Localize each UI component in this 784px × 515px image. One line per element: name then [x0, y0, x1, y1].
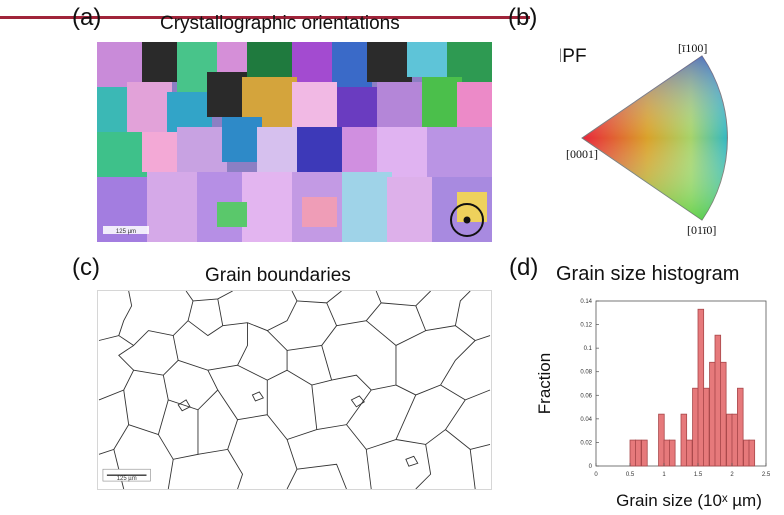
panel-a-title: Crystallographic orientations	[160, 13, 400, 34]
histogram-bar	[743, 439, 750, 467]
histogram-bars	[629, 308, 756, 467]
ipf-left-label: [0001]	[566, 147, 598, 161]
histogram-bar	[658, 413, 665, 467]
grain-patches	[97, 42, 492, 242]
viewing-direction-symbol	[450, 203, 484, 237]
x-axis-label: Grain size (10ˣ µm)	[616, 491, 762, 510]
panel-label-d: (d)	[509, 254, 539, 281]
grain-size-histogram: 0 0.5 1 1.5 2 2.5 0 0.02 0.04 0.06 0.08 0.1 0.12 0.14…	[535, 299, 771, 510]
histogram-bar	[726, 413, 733, 467]
x-tick-label: 2.5	[762, 472, 771, 478]
histogram-bar	[697, 308, 705, 467]
histogram-ticks: 0 0.5 1 1.5 2 2.5 0 0.02 0.04 0.06 0.08 0.1 0.12 0.14	[580, 299, 771, 478]
y-axis-label: Fraction	[535, 353, 554, 414]
x-tick-label: 2	[730, 472, 734, 478]
ipf-triangle-key: IPF [ī100] [0001] [01ī0]	[560, 41, 728, 237]
header-accent-line	[0, 16, 530, 19]
histogram-bar	[709, 361, 716, 467]
panel-label-b: (b)	[508, 4, 538, 31]
histogram-bar	[635, 439, 642, 467]
y-tick-label: 0.1	[584, 346, 593, 352]
scale-bar: 125 µm	[103, 226, 149, 235]
histogram-bar	[692, 387, 699, 467]
orientation-map-image: 125 µm	[97, 42, 492, 242]
y-tick-label: 0.04	[580, 417, 592, 423]
panel-d-title: Grain size histogram	[556, 263, 740, 285]
ipf-triangle-shading	[582, 56, 728, 220]
histogram-bar	[641, 439, 648, 467]
scale-bar-label-c: 125 µm	[117, 476, 137, 482]
y-tick-label: 0	[589, 464, 593, 470]
histogram-bar	[720, 361, 727, 467]
scale-bar-label-a: 125 µm	[116, 229, 136, 235]
scale-bar: 125 µm	[102, 468, 151, 482]
histogram-bar	[714, 334, 722, 467]
panel-label-c: (c)	[72, 254, 100, 281]
x-tick-label: 0.5	[626, 472, 635, 478]
histogram-bar	[669, 439, 676, 467]
panel-b-title: IPF	[560, 46, 587, 67]
histogram-bar	[748, 439, 756, 467]
histogram-bar	[686, 439, 693, 467]
y-tick-label: 0.02	[580, 440, 592, 446]
histogram-bar	[680, 413, 688, 467]
boundary-lines	[98, 291, 491, 489]
histogram-bar	[703, 387, 710, 467]
y-tick-label: 0.06	[580, 393, 592, 399]
y-tick-label: 0.14	[580, 299, 592, 305]
x-tick-label: 1.5	[694, 472, 703, 478]
panel-label-a: (a)	[72, 4, 102, 31]
histogram-bar	[731, 413, 739, 467]
x-tick-label: 1	[662, 472, 666, 478]
histogram-bar	[663, 439, 671, 467]
panel-c-title: Grain boundaries	[205, 265, 351, 286]
ipf-bottom-label: [01ī0]	[687, 223, 716, 237]
y-tick-label: 0.12	[580, 323, 592, 329]
ipf-top-label: [ī100]	[678, 41, 707, 55]
histogram-bar	[629, 439, 637, 467]
x-tick-label: 0	[594, 472, 598, 478]
histogram-bar	[737, 387, 744, 467]
y-tick-label: 0.08	[580, 370, 592, 376]
grain-boundary-map: 125 µm	[97, 290, 492, 490]
